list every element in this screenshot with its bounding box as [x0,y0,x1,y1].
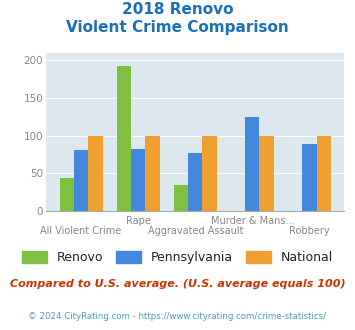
Legend: Renovo, Pennsylvania, National: Renovo, Pennsylvania, National [17,246,338,269]
Bar [174,185,188,211]
Bar [188,153,202,211]
Text: All Violent Crime: All Violent Crime [40,226,122,236]
Bar [245,117,260,211]
Text: Violent Crime Comparison: Violent Crime Comparison [66,20,289,35]
Bar [260,136,274,211]
Bar [202,136,217,211]
Bar [60,178,74,211]
Bar [317,136,331,211]
Bar [88,136,103,211]
Text: 2018 Renovo: 2018 Renovo [122,2,233,16]
Bar [145,136,160,211]
Text: Murder & Mans...: Murder & Mans... [211,216,294,226]
Bar [117,66,131,211]
Text: © 2024 CityRating.com - https://www.cityrating.com/crime-statistics/: © 2024 CityRating.com - https://www.city… [28,312,327,321]
Text: Rape: Rape [126,216,151,226]
Bar [302,144,317,211]
Bar [131,148,145,211]
Text: Robbery: Robbery [289,226,330,236]
Text: Aggravated Assault: Aggravated Assault [147,226,243,236]
Text: Compared to U.S. average. (U.S. average equals 100): Compared to U.S. average. (U.S. average … [10,279,345,289]
Bar [74,150,88,211]
